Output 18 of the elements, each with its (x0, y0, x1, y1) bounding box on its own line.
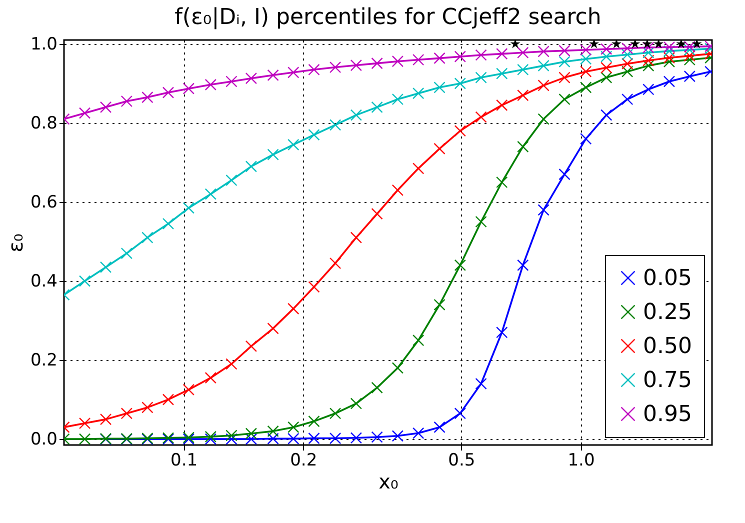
y-tick-label: 0.2 (30, 350, 58, 371)
x-tick-label: 0.1 (170, 450, 198, 470)
y-axis-title: ε₀ (3, 234, 28, 252)
y-tick-label: 1.0 (30, 34, 58, 54)
chart-title: f(ε₀|Dᵢ, I) percentiles for CCjeff2 search (174, 4, 602, 30)
legend-label: 0.05 (643, 266, 692, 291)
legend-label: 0.75 (643, 368, 692, 393)
legend-label: 0.95 (643, 402, 692, 427)
legend-label: 0.25 (643, 300, 692, 325)
y-tick-label: 0.8 (30, 113, 58, 134)
x-tick-label: 0.5 (448, 450, 476, 470)
y-tick-label: 0.6 (30, 192, 58, 212)
x-tick-label: 0.2 (290, 450, 318, 470)
x-axis-title: x₀ (378, 470, 398, 494)
y-tick-label: 0.0 (30, 430, 58, 450)
x-tick-label: 1.0 (568, 450, 595, 470)
y-tick-label: 0.4 (30, 272, 58, 292)
legend-label: 0.50 (643, 334, 692, 359)
